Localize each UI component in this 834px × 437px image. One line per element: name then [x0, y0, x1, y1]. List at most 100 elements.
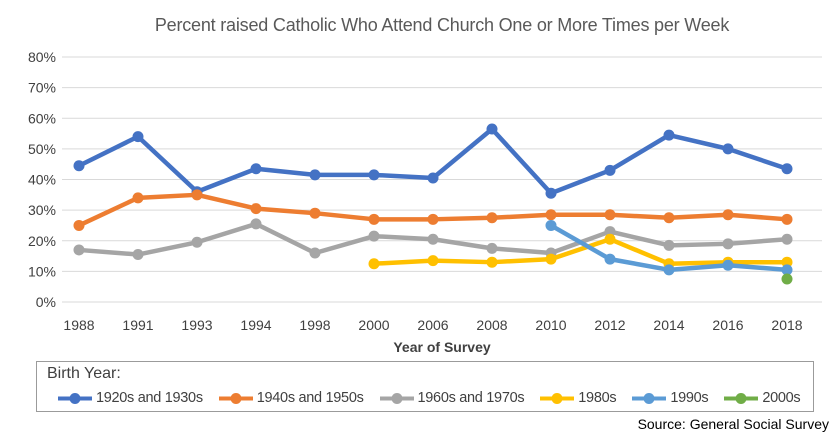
data-point-1980s — [486, 256, 498, 268]
y-tick-label: 10% — [28, 263, 56, 279]
data-point-1960s-and-1970s — [781, 233, 793, 245]
data-point-1920s-and-1930s — [545, 187, 557, 199]
data-point-1920s-and-1930s — [309, 169, 321, 181]
y-tick-label: 50% — [28, 141, 56, 157]
legend-item-1980s: 1980s — [539, 390, 617, 406]
data-point-1960s-and-1970s — [427, 233, 439, 245]
x-tick-label: 2000 — [358, 317, 389, 333]
x-tick-label: 2006 — [417, 317, 448, 333]
x-tick-label: 2016 — [712, 317, 743, 333]
data-point-1980s — [545, 253, 557, 265]
x-axis-title: Year of Survey — [393, 339, 491, 355]
legend-label: 1960s and 1970s — [417, 390, 525, 406]
x-tick-label: 1988 — [63, 317, 94, 333]
data-point-1940s-and-1950s — [132, 192, 144, 204]
data-point-1990s — [545, 219, 557, 231]
legend-marker-icon — [218, 392, 253, 404]
legend-label: 1920s and 1930s — [96, 390, 203, 406]
data-point-1940s-and-1950s — [781, 213, 793, 225]
legend-title: Birth Year: — [47, 365, 121, 382]
legend-item-1920s-and-1930s: 1920s and 1930s — [57, 390, 203, 406]
data-point-1960s-and-1970s — [191, 236, 203, 248]
y-tick-label: 20% — [28, 233, 56, 249]
data-point-1980s — [604, 233, 616, 245]
legend-marker-dot — [735, 392, 747, 404]
data-point-1920s-and-1930s — [781, 163, 793, 175]
x-tick-label: 2018 — [771, 317, 802, 333]
x-tick-label: 1993 — [181, 317, 212, 333]
data-point-2000s — [781, 273, 793, 285]
data-point-1940s-and-1950s — [722, 209, 734, 221]
legend-marker-dot — [643, 392, 655, 404]
legend-marker-icon — [632, 392, 667, 404]
legend-marker-icon — [724, 392, 759, 404]
legend-label: 2000s — [762, 390, 801, 406]
legend-item-1940s-and-1950s: 1940s and 1950s — [218, 390, 364, 406]
data-point-1940s-and-1950s — [368, 213, 380, 225]
y-tick-label: 0% — [36, 294, 56, 310]
data-point-1960s-and-1970s — [722, 238, 734, 250]
y-tick-label: 60% — [28, 110, 56, 126]
data-point-1990s — [663, 264, 675, 276]
series-line-1980s — [371, 236, 790, 266]
y-tick-label: 40% — [28, 172, 56, 188]
data-point-1920s-and-1930s — [722, 143, 734, 155]
x-tick-label: 1994 — [240, 317, 271, 333]
series-line-1920s-and-1930s — [76, 126, 790, 196]
data-point-1960s-and-1970s — [73, 244, 85, 256]
data-point-1920s-and-1930s — [604, 164, 616, 176]
legend-marker-dot — [230, 392, 242, 404]
y-tick-label: 30% — [28, 202, 56, 218]
data-point-1940s-and-1950s — [191, 189, 203, 201]
legend-marker-dot — [391, 392, 403, 404]
legend-label: 1990s — [670, 390, 709, 406]
data-point-1940s-and-1950s — [427, 213, 439, 225]
x-tick-label: 2010 — [535, 317, 566, 333]
x-tick-label: 1998 — [299, 317, 330, 333]
legend-item-1990s: 1990s — [631, 390, 709, 406]
data-point-1980s — [368, 258, 380, 270]
data-point-1920s-and-1930s — [250, 163, 262, 175]
data-point-1920s-and-1930s — [427, 172, 439, 184]
data-point-1940s-and-1950s — [250, 203, 262, 215]
data-point-1960s-and-1970s — [250, 218, 262, 230]
data-point-1920s-and-1930s — [486, 123, 498, 135]
data-point-1990s — [722, 259, 734, 271]
data-point-1980s — [427, 255, 439, 267]
y-tick-label: 70% — [28, 80, 56, 96]
data-point-1940s-and-1950s — [73, 219, 85, 231]
data-point-1960s-and-1970s — [309, 247, 321, 259]
legend-marker-dot — [69, 392, 81, 404]
x-tick-label: 2012 — [594, 317, 625, 333]
source-note: Source: General Social Survey — [637, 416, 829, 432]
plot-area: 0% 10% 20% 30% 40% 50% 60% 70% 80% 1988 1991 1993 19… — [28, 49, 822, 333]
data-point-1990s — [604, 253, 616, 265]
data-point-1960s-and-1970s — [132, 249, 144, 261]
x-tick-label: 2014 — [653, 317, 684, 333]
legend-box: Birth Year: 1920s and 1930s 1940s and 195… — [36, 361, 814, 412]
data-point-1920s-and-1930s — [73, 160, 85, 172]
data-point-1940s-and-1950s — [486, 212, 498, 224]
y-tick-label: 80% — [28, 49, 56, 65]
legend-label: 1980s — [578, 390, 617, 406]
chart-title: Percent raised Catholic Who Attend Churc… — [154, 15, 730, 35]
data-point-1960s-and-1970s — [368, 230, 380, 242]
legend-marker-icon — [379, 392, 414, 404]
data-point-1940s-and-1950s — [309, 207, 321, 219]
data-point-1920s-and-1930s — [368, 169, 380, 181]
data-point-1990s — [781, 264, 793, 276]
data-point-1940s-and-1950s — [545, 209, 557, 221]
x-tick-label: 2008 — [476, 317, 507, 333]
legend-label: 1940s and 1950s — [256, 390, 364, 406]
legend-marker-icon — [540, 392, 575, 404]
data-point-1980s — [781, 256, 793, 268]
data-point-1920s-and-1930s — [663, 129, 675, 141]
data-point-1940s-and-1950s — [663, 212, 675, 224]
legend-marker-icon — [58, 392, 92, 404]
legend-items: 1920s and 1930s 1940s and 1950s 1960s and … — [57, 390, 801, 406]
data-point-1920s-and-1930s — [132, 131, 144, 143]
data-point-1940s-and-1950s — [604, 209, 616, 221]
legend-item-2000s: 2000s — [723, 390, 801, 406]
data-point-1960s-and-1970s — [604, 226, 616, 238]
